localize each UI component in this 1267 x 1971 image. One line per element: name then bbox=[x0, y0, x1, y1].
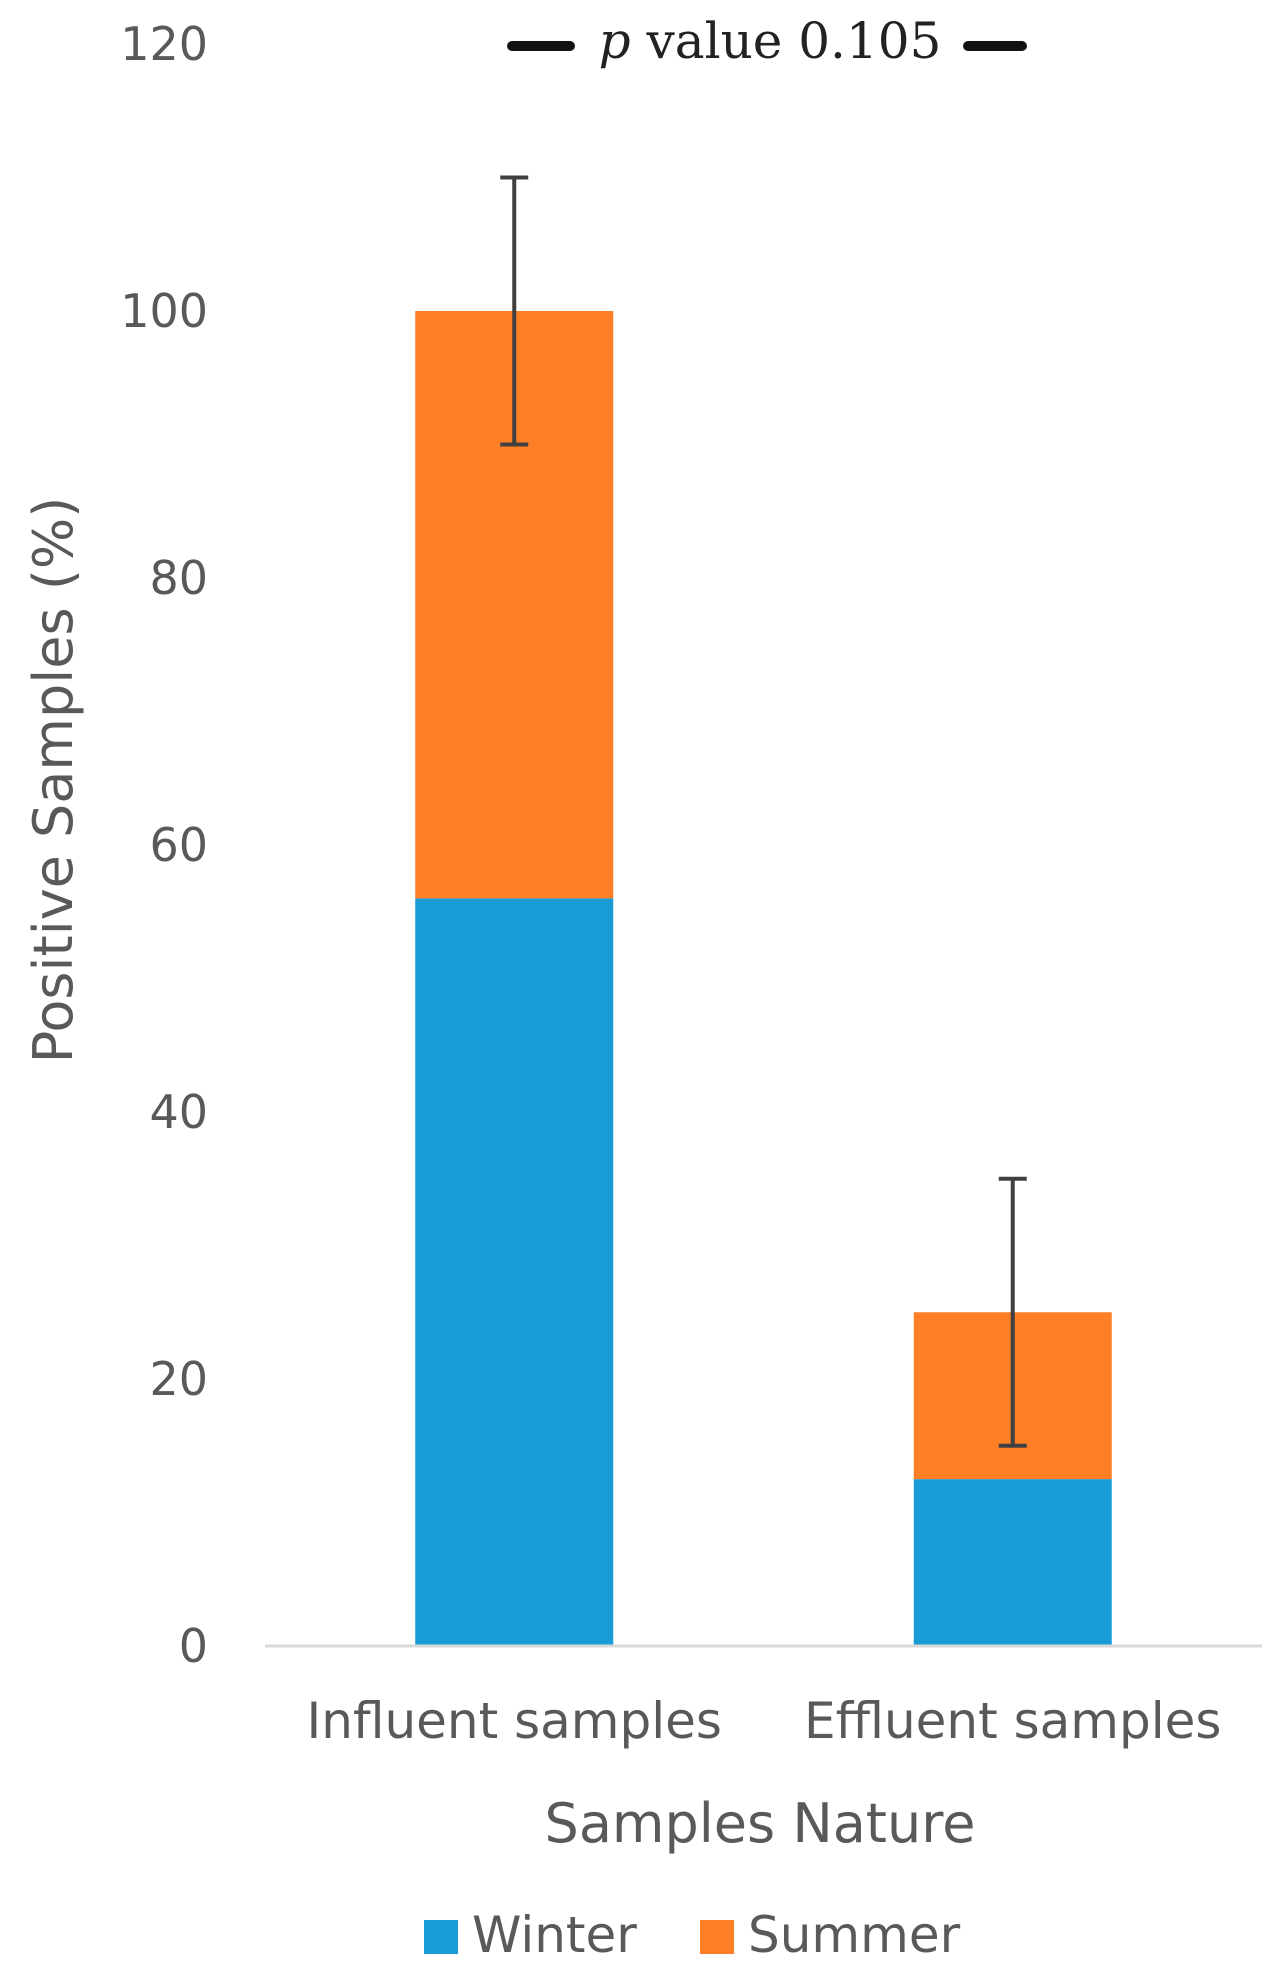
y-tick-label: 80 bbox=[149, 551, 208, 605]
legend: Winter Summer bbox=[424, 1906, 961, 1964]
x-axis-category-labels: Influent samples Effluent samples bbox=[307, 1692, 1222, 1750]
annotation-p-symbol: p bbox=[599, 12, 631, 70]
y-tick-label: 0 bbox=[179, 1619, 208, 1673]
y-tick-label: 20 bbox=[149, 1352, 208, 1406]
annotation-text: p value 0.105 bbox=[599, 12, 942, 70]
y-tick-label: 40 bbox=[149, 1085, 208, 1139]
legend-item-winter: Winter bbox=[424, 1906, 637, 1964]
x-category-label: Effluent samples bbox=[804, 1692, 1221, 1750]
legend-item-summer: Summer bbox=[700, 1906, 961, 1964]
legend-label: Winter bbox=[472, 1906, 637, 1964]
legend-swatch bbox=[424, 1920, 458, 1954]
annotation-value-text: value 0.105 bbox=[646, 12, 942, 70]
y-tick-label: 120 bbox=[120, 17, 208, 71]
legend-swatch bbox=[700, 1920, 734, 1954]
x-axis-title: Samples Nature bbox=[545, 1792, 976, 1855]
y-axis-title: Positive Samples (%) bbox=[22, 497, 85, 1064]
bar-winter-0 bbox=[415, 898, 613, 1646]
legend-label: Summer bbox=[748, 1906, 961, 1964]
bar-winter-1 bbox=[914, 1479, 1112, 1646]
p-value-annotation: p value 0.105 bbox=[512, 12, 1022, 70]
y-axis-ticks: 0 20 40 60 80 100 120 bbox=[120, 17, 208, 1673]
x-category-label: Influent samples bbox=[307, 1692, 722, 1750]
y-tick-label: 60 bbox=[149, 818, 208, 872]
y-tick-label: 100 bbox=[120, 284, 208, 338]
